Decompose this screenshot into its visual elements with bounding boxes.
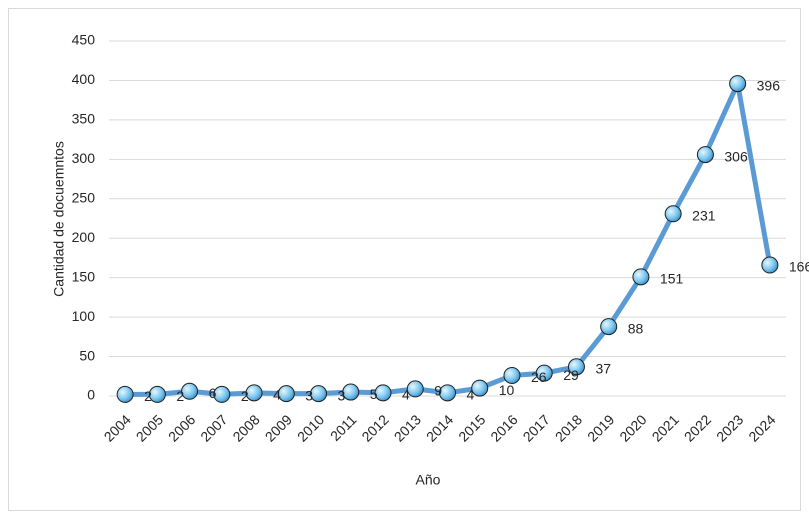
data-point <box>277 385 295 403</box>
data-point <box>374 384 392 402</box>
data-label: 2 <box>241 388 249 404</box>
data-label: 3 <box>338 387 346 403</box>
y-tick-label: 450 <box>72 32 96 48</box>
y-tick-label: 350 <box>72 111 96 127</box>
y-axis-title: Cantidad de docuemntos <box>51 141 67 297</box>
data-label: 4 <box>273 387 281 403</box>
y-tick-label: 200 <box>72 229 96 245</box>
data-label: 151 <box>660 271 684 287</box>
data-label: 396 <box>757 77 781 93</box>
data-label: 10 <box>499 382 515 398</box>
data-label: 3 <box>305 387 313 403</box>
data-label: 9 <box>434 383 442 399</box>
y-tick-label: 50 <box>79 347 95 363</box>
data-point <box>729 75 747 93</box>
data-label: 88 <box>628 320 644 336</box>
y-tick-label: 300 <box>72 150 96 166</box>
data-label: 2 <box>176 388 184 404</box>
data-point <box>761 256 779 274</box>
data-label: 231 <box>692 207 716 223</box>
y-tick-label: 150 <box>72 268 96 284</box>
data-label: 306 <box>724 148 748 164</box>
data-point <box>535 364 553 382</box>
x-axis-title: Año <box>416 472 441 488</box>
data-point <box>439 384 456 402</box>
y-tick-label: 400 <box>72 71 96 87</box>
data-point <box>342 383 360 401</box>
data-point <box>181 382 199 400</box>
data-point <box>116 385 134 403</box>
data-point <box>632 268 650 286</box>
data-point <box>213 385 231 403</box>
y-tick-label: 250 <box>72 189 96 205</box>
data-point <box>600 318 618 336</box>
chart-border <box>8 8 801 511</box>
data-point <box>245 384 263 402</box>
data-point <box>310 385 328 403</box>
data-point <box>696 146 714 164</box>
y-tick-label: 0 <box>87 387 95 403</box>
data-point <box>664 205 682 223</box>
data-point <box>471 379 489 397</box>
data-label: 37 <box>595 361 611 377</box>
data-point <box>406 380 424 398</box>
data-point <box>567 358 585 376</box>
data-label: 4 <box>467 387 475 403</box>
data-label: 2 <box>144 388 152 404</box>
data-label: 166 <box>789 259 809 275</box>
data-point <box>503 366 521 384</box>
data-label: 5 <box>370 386 378 402</box>
data-label: 4 <box>402 387 410 403</box>
data-label: 26 <box>531 369 547 385</box>
y-tick-label: 100 <box>72 308 96 324</box>
data-label: 29 <box>563 367 579 383</box>
data-point <box>148 385 166 403</box>
data-label: 6 <box>209 385 217 401</box>
